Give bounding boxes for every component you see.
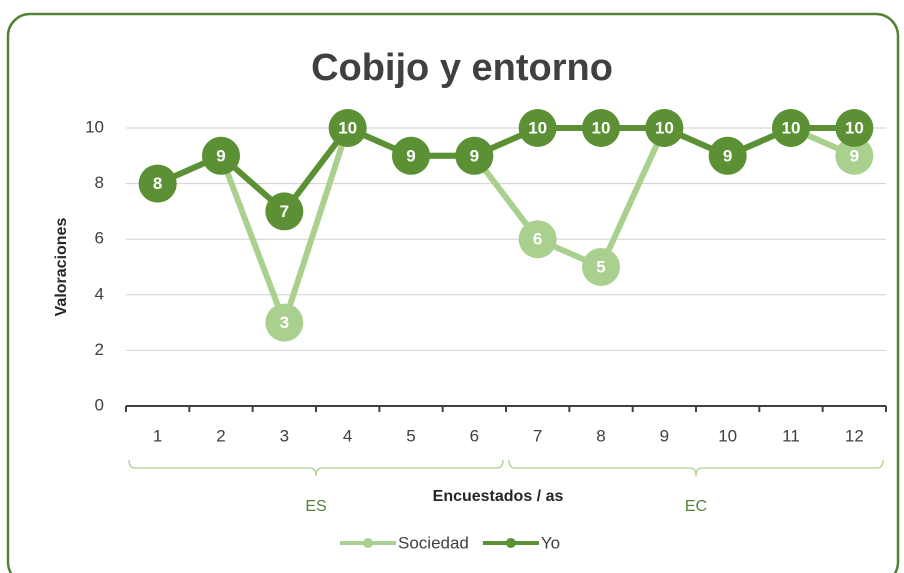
data-point — [835, 109, 874, 147]
x-tick-label: 12 — [845, 426, 864, 445]
data-label: 10 — [592, 118, 611, 137]
data-point — [582, 109, 620, 147]
data-label: 5 — [596, 257, 605, 276]
legend-label: Yo — [541, 533, 560, 552]
y-axis-title: Valoraciones — [53, 218, 70, 317]
group-label: EC — [685, 498, 707, 515]
x-tick-label: 6 — [470, 426, 479, 445]
data-label: 10 — [782, 118, 801, 137]
data-point — [582, 248, 620, 286]
data-point — [772, 109, 810, 147]
data-label: 10 — [845, 118, 864, 137]
data-point — [328, 109, 367, 147]
data-label: 3 — [280, 313, 289, 332]
data-label: 7 — [280, 202, 289, 221]
data-point — [518, 109, 557, 147]
group-label: ES — [305, 498, 326, 515]
legend-marker — [505, 538, 516, 548]
x-tick-label: 1 — [153, 426, 162, 445]
x-tick-label: 7 — [533, 426, 542, 445]
x-tick-label: 9 — [660, 426, 669, 445]
data-point — [265, 192, 304, 231]
data-label: 10 — [655, 118, 674, 137]
data-label: 9 — [406, 146, 415, 165]
data-point — [455, 136, 494, 175]
y-tick-label: 0 — [95, 395, 104, 414]
x-tick-label: 8 — [596, 426, 605, 445]
legend-marker — [363, 538, 373, 548]
data-label: 6 — [533, 230, 542, 249]
y-tick-label: 2 — [95, 340, 104, 359]
data-label: 9 — [723, 146, 732, 165]
data-point — [645, 109, 684, 147]
x-tick-label: 4 — [343, 426, 352, 445]
y-tick-label: 10 — [85, 117, 104, 136]
data-label: 8 — [153, 174, 162, 193]
data-point — [138, 164, 177, 203]
group-bracket — [508, 459, 884, 477]
x-tick-label: 2 — [216, 426, 225, 445]
chart-title: Cobijo y entorno — [311, 47, 613, 89]
data-label: 9 — [850, 146, 859, 165]
group-bracket — [128, 459, 504, 477]
data-point — [265, 303, 304, 342]
data-label: 9 — [216, 146, 225, 165]
data-point — [202, 136, 240, 175]
x-axis-title: Encuestados / as — [433, 488, 564, 505]
data-label: 10 — [528, 118, 547, 137]
data-label: 9 — [470, 146, 479, 165]
x-tick-label: 5 — [406, 426, 415, 445]
data-point — [708, 136, 747, 175]
y-tick-label: 8 — [95, 173, 104, 192]
x-tick-label: 3 — [280, 426, 289, 445]
data-point — [835, 136, 874, 175]
data-point — [518, 220, 557, 259]
y-tick-label: 6 — [95, 229, 104, 248]
x-tick-label: 11 — [782, 426, 800, 445]
data-point — [392, 136, 430, 175]
y-tick-label: 4 — [95, 284, 104, 303]
data-label: 10 — [338, 118, 357, 137]
legend-label: Sociedad — [398, 533, 469, 552]
x-tick-label: 10 — [718, 426, 737, 445]
